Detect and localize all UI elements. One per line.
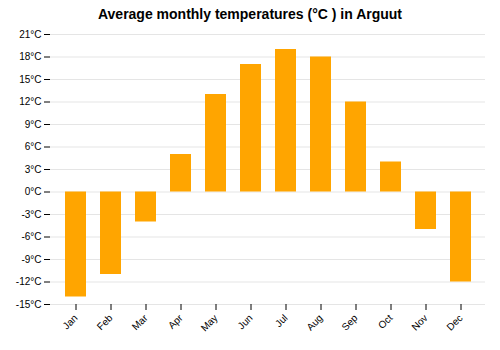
svg-text:Jul: Jul — [273, 312, 290, 329]
svg-text:Dec: Dec — [444, 312, 464, 332]
svg-text:9°C: 9°C — [25, 119, 42, 130]
svg-text:15°C: 15°C — [19, 74, 41, 85]
svg-text:3°C: 3°C — [25, 164, 42, 175]
html-text:Average monthly temperatures (: Average monthly temperatures (°C ) in Ar… — [98, 6, 402, 22]
svg-text:-3°C: -3°C — [21, 209, 41, 220]
svg-text:Jan: Jan — [60, 312, 79, 331]
svg-text:Aug: Aug — [304, 312, 324, 332]
svg-text:-12°C: -12°C — [16, 276, 42, 287]
svg-text:-6°C: -6°C — [21, 231, 41, 242]
svg-text:Jun: Jun — [235, 312, 254, 331]
svg-text:0°C: 0°C — [25, 186, 42, 197]
svg-text:Feb: Feb — [95, 312, 115, 332]
svg-text:Apr: Apr — [166, 312, 185, 331]
svg-text:Sep: Sep — [339, 312, 360, 333]
svg-text:Nov: Nov — [409, 312, 429, 332]
svg-text:Oct: Oct — [376, 312, 395, 331]
svg-text:Mar: Mar — [130, 312, 150, 332]
svg-text:12°C: 12°C — [19, 96, 41, 107]
svg-text:6°C: 6°C — [25, 141, 42, 152]
svg-text:18°C: 18°C — [19, 51, 41, 62]
svg-text:21°C: 21°C — [19, 29, 41, 40]
svg-text:-9°C: -9°C — [21, 254, 41, 265]
svg-text:May: May — [199, 312, 220, 333]
svg-text:-15°C: -15°C — [16, 299, 42, 310]
